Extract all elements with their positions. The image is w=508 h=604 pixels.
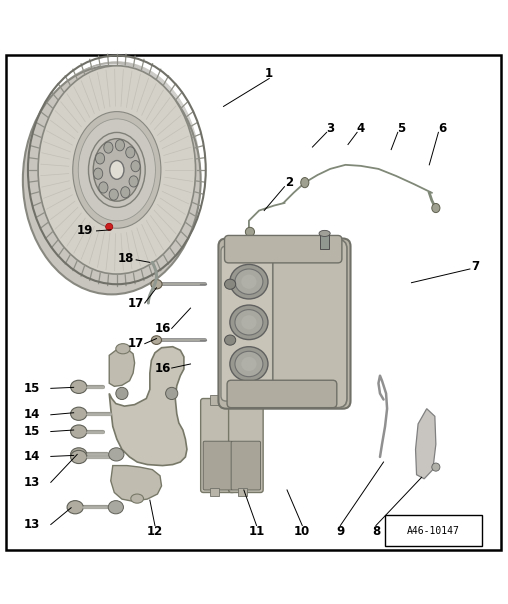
Ellipse shape [151,336,162,344]
Text: 18: 18 [118,252,134,265]
Ellipse shape [109,189,118,200]
Ellipse shape [235,269,263,294]
Ellipse shape [78,119,155,221]
Text: 11: 11 [248,525,265,538]
Text: A46-10147: A46-10147 [406,525,459,536]
Ellipse shape [104,142,113,153]
Ellipse shape [38,66,196,274]
Text: 12: 12 [147,525,163,538]
Circle shape [432,463,440,471]
Ellipse shape [225,335,236,345]
Ellipse shape [241,357,257,371]
Polygon shape [109,347,187,466]
FancyBboxPatch shape [229,399,263,492]
Ellipse shape [225,279,236,289]
Bar [238,489,247,496]
Text: 16: 16 [154,322,171,335]
Ellipse shape [93,168,103,179]
Text: 2: 2 [285,176,294,189]
Text: 15: 15 [23,382,40,395]
Text: 13: 13 [23,518,40,531]
Text: 15: 15 [23,425,40,438]
FancyBboxPatch shape [273,240,347,408]
Text: 14: 14 [23,408,40,421]
Bar [210,396,219,405]
Bar [210,489,219,496]
Ellipse shape [71,407,87,420]
Ellipse shape [110,161,124,179]
Ellipse shape [71,451,87,463]
Ellipse shape [230,305,268,339]
Text: 6: 6 [438,122,446,135]
Polygon shape [109,349,135,387]
FancyBboxPatch shape [221,246,274,401]
Text: 10: 10 [294,525,310,538]
Ellipse shape [432,204,440,213]
Ellipse shape [93,139,140,201]
Ellipse shape [88,132,145,207]
Ellipse shape [109,448,124,461]
FancyBboxPatch shape [227,381,337,408]
Text: 19: 19 [77,224,93,237]
Ellipse shape [71,381,87,393]
Text: 3: 3 [326,122,334,135]
Text: 16: 16 [154,362,171,374]
Text: 7: 7 [471,260,479,273]
Text: 8: 8 [372,525,380,538]
FancyBboxPatch shape [201,399,235,492]
Ellipse shape [241,315,257,329]
Ellipse shape [125,147,135,158]
Ellipse shape [131,494,143,503]
Text: 9: 9 [336,525,344,538]
Ellipse shape [23,66,201,294]
FancyBboxPatch shape [225,236,342,263]
FancyBboxPatch shape [231,441,261,490]
Text: 5: 5 [397,122,405,135]
Ellipse shape [71,425,87,438]
Ellipse shape [230,265,268,299]
Ellipse shape [108,501,123,514]
Bar [238,396,247,405]
FancyBboxPatch shape [385,515,482,547]
Text: 17: 17 [128,297,144,309]
Ellipse shape [121,187,130,198]
Ellipse shape [235,310,263,335]
Text: 4: 4 [357,122,365,135]
Text: 17: 17 [128,337,144,350]
Text: 14: 14 [23,450,40,463]
Circle shape [245,227,255,237]
Ellipse shape [99,182,108,193]
Ellipse shape [230,347,268,381]
Ellipse shape [241,275,257,289]
Ellipse shape [131,161,140,172]
Ellipse shape [71,448,87,461]
Ellipse shape [129,176,138,187]
Ellipse shape [301,178,309,188]
Circle shape [116,387,128,399]
Ellipse shape [116,344,130,354]
Ellipse shape [235,352,263,377]
Circle shape [166,387,178,399]
Ellipse shape [73,112,161,228]
Text: 1: 1 [265,67,273,80]
Polygon shape [416,409,436,479]
Text: 13: 13 [23,476,40,489]
Ellipse shape [319,230,330,237]
Ellipse shape [67,501,83,514]
Ellipse shape [151,280,162,289]
FancyBboxPatch shape [203,441,233,490]
Ellipse shape [115,140,124,151]
Circle shape [106,223,113,230]
Bar [320,233,329,249]
Ellipse shape [96,153,105,164]
Polygon shape [111,466,162,501]
FancyBboxPatch shape [218,239,351,409]
